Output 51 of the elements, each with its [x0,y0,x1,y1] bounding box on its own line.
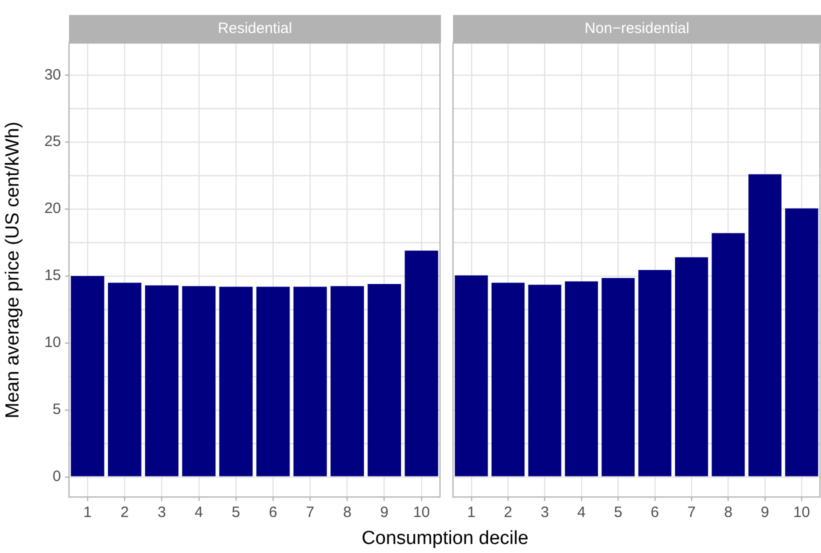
bar [564,281,598,476]
bar [368,284,402,476]
x-tick-label: 1 [467,504,476,522]
x-tick-label: 4 [577,504,586,522]
x-tick-label: 3 [540,504,549,522]
bar [638,270,672,476]
bar [404,250,438,476]
bar [785,208,818,476]
x-tick-label: 10 [793,504,810,522]
bar [182,286,216,476]
x-tick-label: 8 [724,504,732,522]
bar [70,276,104,476]
y-tick-label: 25 [44,133,61,150]
x-tick-label: 9 [760,504,770,522]
x-tick-label: 1 [83,504,92,522]
x-tick-label: 5 [232,504,240,522]
bar [492,282,525,476]
bar [145,285,178,476]
chart-title: Residential [69,15,441,43]
x-tick-label: 5 [614,504,622,522]
x-tick-label: 6 [268,504,278,522]
x-tick-label: 6 [650,504,660,522]
x-tick-label: 9 [380,504,389,522]
y-tick-label: 30 [44,66,61,84]
y-tick-label: 5 [52,401,61,418]
bar [256,286,290,476]
bar [528,284,562,476]
x-tick-label: 3 [158,504,166,522]
bar [108,282,142,476]
y-tick-label: 15 [44,267,61,284]
y-axis-title: Mean average price (US cent/kWh) [2,122,24,418]
x-tick-label: 4 [194,504,204,522]
bar [293,286,327,476]
x-tick-label: 7 [306,504,314,522]
x-tick-label: 7 [687,504,696,522]
bar [454,275,488,476]
x-axis-title: Consumption decile [360,528,530,550]
chart-title: Non−residential [453,15,821,43]
x-tick-label: 2 [504,504,512,522]
bar [219,286,253,476]
y-tick-label: 0 [52,468,61,486]
y-tick-label: 10 [44,334,61,352]
y-tick-label: 20 [44,200,61,218]
bar [748,174,782,476]
x-tick-label: 10 [413,504,430,522]
x-tick-label: 8 [343,504,352,522]
bar [330,286,364,476]
bar [675,257,708,476]
bar [712,233,745,476]
bar [602,278,635,476]
x-tick-label: 2 [120,504,129,522]
